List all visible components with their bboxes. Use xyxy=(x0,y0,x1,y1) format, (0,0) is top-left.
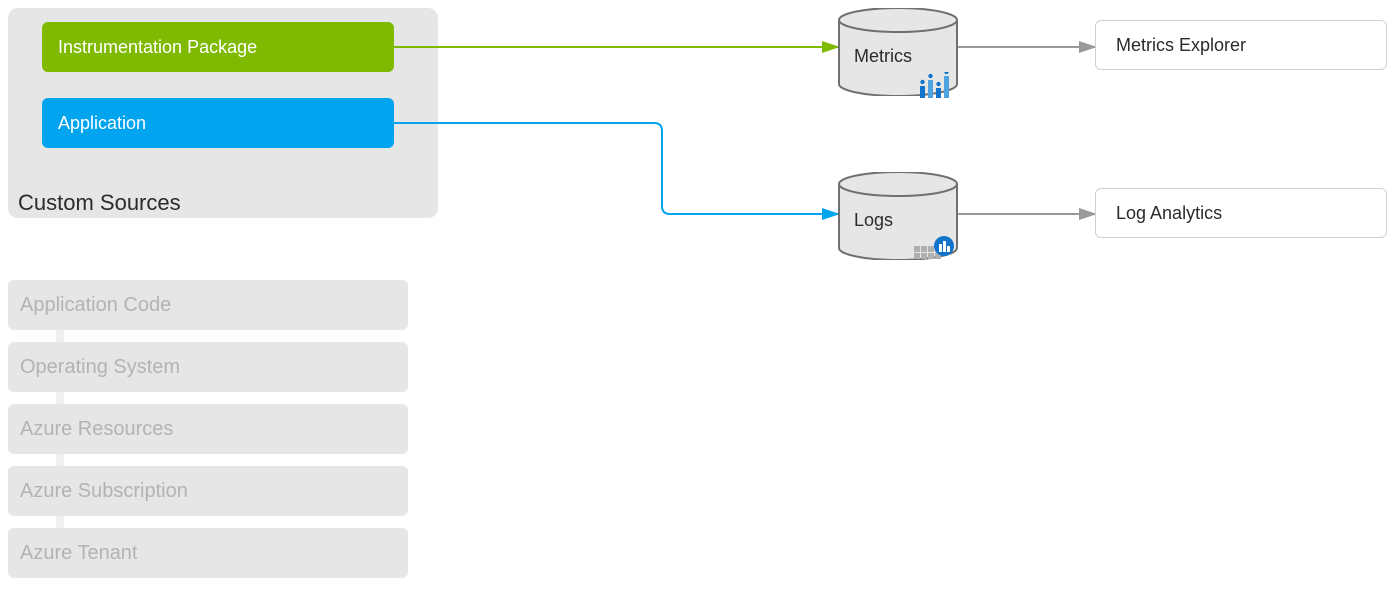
diagram-canvas: Instrumentation Package Application Cust… xyxy=(0,0,1397,605)
metrics-store-label: Metrics xyxy=(854,46,912,67)
node-label: Metrics Explorer xyxy=(1116,35,1246,56)
faded-source-operating-system: Operating System xyxy=(8,342,408,392)
faded-source-application-code: Application Code xyxy=(8,280,408,330)
node-label: Instrumentation Package xyxy=(58,37,257,58)
row-label: Operating System xyxy=(20,356,180,379)
node-label: Application xyxy=(58,113,146,134)
logs-store-label: Logs xyxy=(854,210,893,231)
logs-grid-icon xyxy=(914,234,954,264)
row-label: Azure Resources xyxy=(20,418,173,441)
log-analytics-node: Log Analytics xyxy=(1095,188,1387,238)
custom-sources-title: Custom Sources xyxy=(18,190,181,216)
metrics-explorer-node: Metrics Explorer xyxy=(1095,20,1387,70)
faded-source-azure-subscription: Azure Subscription xyxy=(8,466,408,516)
faded-source-azure-resources: Azure Resources xyxy=(8,404,408,454)
application-node: Application xyxy=(42,98,394,148)
row-label: Application Code xyxy=(20,294,171,317)
node-label: Log Analytics xyxy=(1116,203,1222,224)
faded-source-azure-tenant: Azure Tenant xyxy=(8,528,408,578)
row-label: Azure Subscription xyxy=(20,480,188,503)
metrics-chart-icon xyxy=(918,72,952,98)
logs-store: Logs xyxy=(838,172,958,260)
row-label: Azure Tenant xyxy=(20,542,138,565)
metrics-store: Metrics xyxy=(838,8,958,96)
instrumentation-package-node: Instrumentation Package xyxy=(42,22,394,72)
